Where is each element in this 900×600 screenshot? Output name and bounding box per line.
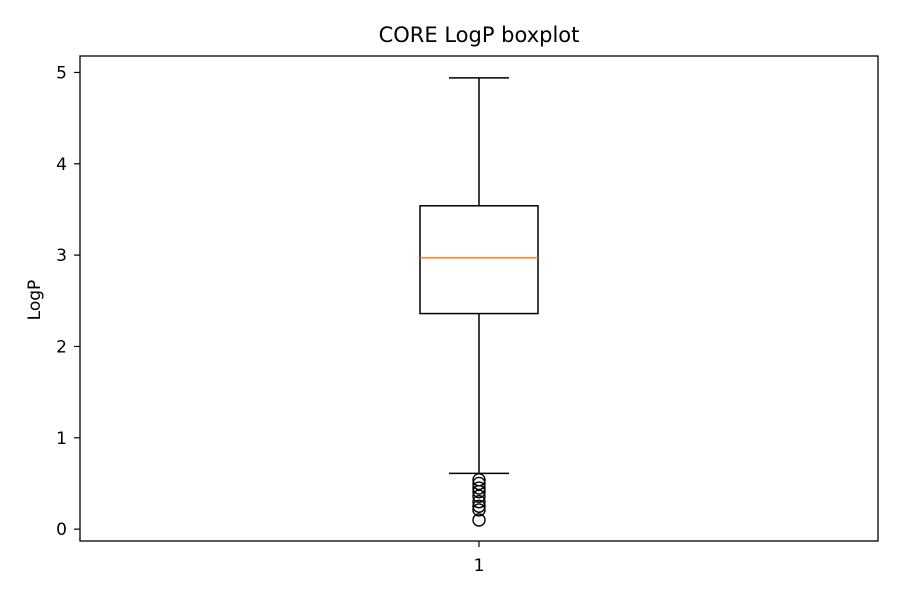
y-tick-label: 3 (56, 246, 67, 266)
y-tick-label: 2 (56, 337, 67, 357)
plot-area: 0 1 2 3 4 5 1 (56, 56, 878, 576)
y-axis-title: LogP (25, 280, 45, 321)
y-tick-label: 4 (56, 155, 67, 175)
iqr-box (420, 206, 538, 314)
y-tick-label: 5 (56, 63, 67, 83)
y-tick-label: 1 (56, 429, 67, 449)
x-tick-label: 1 (474, 556, 485, 576)
chart-title: CORE LogP boxplot (379, 23, 580, 47)
y-tick-label: 0 (56, 520, 67, 540)
